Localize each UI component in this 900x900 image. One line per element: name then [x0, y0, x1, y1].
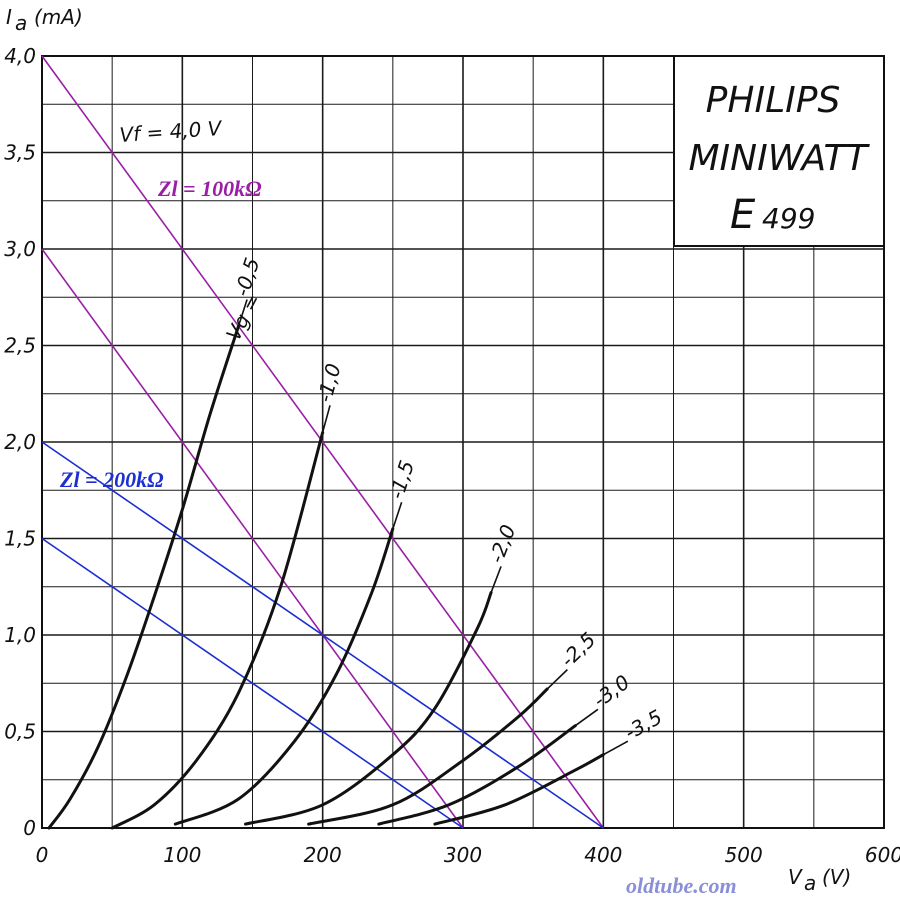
y-tick-label: 3,0: [4, 237, 36, 261]
curve-label-leader: [321, 405, 331, 433]
y-tick-label: 3,5: [4, 141, 36, 165]
y-tick-label: 2,5: [4, 334, 36, 358]
curve-vg--0,5: [47, 324, 240, 830]
load-line: [41, 441, 604, 829]
curve-label-leader: [392, 502, 403, 530]
curve-label: -1,5: [384, 457, 419, 502]
curve-label-leader: [602, 740, 629, 756]
x-axis-title-sub: a: [804, 871, 816, 895]
load-line-label-200k: Zl = 200kΩ: [59, 467, 164, 492]
load-line: [41, 248, 464, 829]
curve-vg--3,0: [377, 724, 577, 826]
x-tick-label: 500: [725, 843, 763, 867]
y-tick-label: 4,0: [4, 44, 36, 68]
brand-box: [673, 55, 885, 247]
curve-label: -3,5: [620, 705, 666, 745]
y-tick-label: 0,5: [4, 720, 36, 744]
y-tick-label: 1,5: [4, 527, 36, 551]
curve-vg--1,5: [173, 527, 395, 826]
brand-model-letter: E: [730, 192, 756, 238]
x-tick-label: 400: [584, 843, 622, 867]
curve-label: -2,0: [484, 521, 520, 566]
curve-label: -2,5: [556, 627, 601, 671]
y-axis-title-unit: (mA): [34, 5, 83, 29]
y-tick-label: 0: [23, 816, 36, 840]
curve-label-leader: [574, 708, 599, 727]
plate-curves: -0,5-1,0-1,5-2,0-2,5-3,0-3,5: [47, 255, 666, 830]
x-axis-title: V a (V): [788, 865, 851, 895]
load-line: [41, 537, 464, 829]
y-axis-title: I a (mA): [6, 5, 83, 35]
brand-model-number: 499: [762, 202, 815, 235]
brand-line-1: PHILIPS: [706, 80, 841, 121]
watermark: oldtube.com: [626, 873, 737, 898]
curve-label: -3,0: [589, 670, 635, 712]
curve-vg--2,0: [244, 591, 493, 826]
load-lines: [41, 55, 604, 829]
x-tick-label: 0: [36, 843, 49, 867]
load-line: [41, 55, 604, 829]
curve-label: -1,0: [312, 361, 345, 405]
x-axis-title-main: V: [788, 865, 803, 889]
y-tick-label: 1,0: [4, 623, 36, 647]
x-tick-label: 600: [865, 843, 900, 867]
curve-label-leader: [490, 566, 502, 593]
load-line-label-100k: Zl = 100kΩ: [157, 176, 262, 201]
curve-vg--2,5: [307, 687, 549, 826]
tick-labels: 0 100 200 300 400 500 600 0 0,5 1,0 1,5 2,0 2,5 3,0 3,…: [4, 44, 900, 867]
brand-line-2: MINIWATT: [688, 138, 870, 179]
filament-voltage-label: Vf = 4,0 V: [119, 116, 224, 147]
x-tick-label: 100: [163, 843, 201, 867]
x-axis-title-unit: (V): [822, 865, 851, 889]
y-axis-title-sub: a: [15, 11, 27, 35]
x-tick-label: 200: [304, 843, 342, 867]
y-axis-title-main: I: [6, 5, 12, 29]
curve-label-leader: [237, 299, 248, 327]
x-tick-label: 300: [444, 843, 482, 867]
y-tick-label: 2,0: [4, 430, 36, 454]
curve-label-leader: [546, 669, 568, 690]
curve-vg--3,5: [433, 753, 605, 826]
curve-vg--1,0: [110, 430, 325, 830]
